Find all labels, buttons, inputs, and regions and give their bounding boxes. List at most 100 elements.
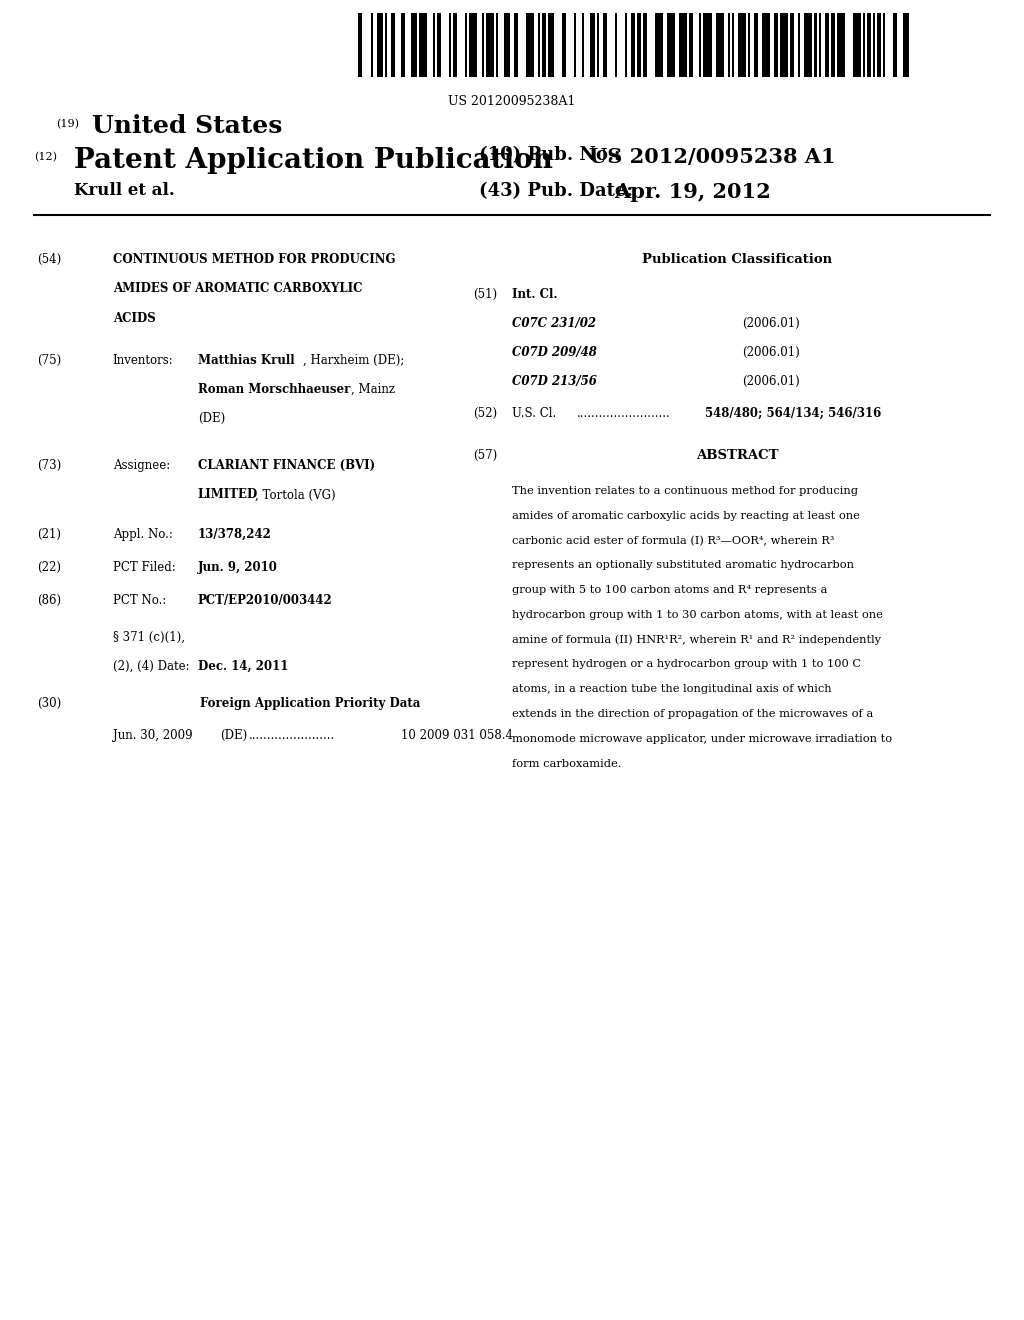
Text: ACIDS: ACIDS bbox=[113, 312, 156, 325]
Text: (2006.01): (2006.01) bbox=[742, 346, 800, 359]
Bar bbox=[668, 13, 675, 77]
Bar bbox=[481, 13, 483, 77]
Text: Roman Morschhaeuser: Roman Morschhaeuser bbox=[198, 383, 350, 396]
Bar bbox=[903, 13, 909, 77]
Bar bbox=[583, 13, 585, 77]
Bar bbox=[679, 13, 687, 77]
Bar bbox=[893, 13, 897, 77]
Bar bbox=[548, 13, 554, 77]
Text: PCT Filed:: PCT Filed: bbox=[113, 561, 175, 574]
Bar bbox=[748, 13, 750, 77]
Text: group with 5 to 100 carbon atoms and R⁴ represents a: group with 5 to 100 carbon atoms and R⁴ … bbox=[512, 585, 827, 595]
Bar bbox=[883, 13, 885, 77]
Text: United States: United States bbox=[92, 114, 283, 137]
Bar bbox=[400, 13, 404, 77]
Text: (10) Pub. No.:: (10) Pub. No.: bbox=[479, 147, 621, 165]
Text: (54): (54) bbox=[37, 253, 61, 267]
Text: (57): (57) bbox=[473, 449, 498, 462]
Text: represents an optionally substituted aromatic hydrocarbon: represents an optionally substituted aro… bbox=[512, 560, 854, 570]
Text: (2006.01): (2006.01) bbox=[742, 317, 800, 330]
Text: ABSTRACT: ABSTRACT bbox=[696, 449, 778, 462]
Bar bbox=[873, 13, 876, 77]
Bar bbox=[867, 13, 871, 77]
Text: § 371 (c)(1),: § 371 (c)(1), bbox=[113, 631, 184, 644]
Text: carbonic acid ester of formula (I) R³—OOR⁴, wherein R³: carbonic acid ester of formula (I) R³—OO… bbox=[512, 536, 835, 545]
Text: PCT/EP2010/003442: PCT/EP2010/003442 bbox=[198, 594, 333, 607]
Text: (52): (52) bbox=[473, 407, 498, 420]
Text: Int. Cl.: Int. Cl. bbox=[512, 288, 557, 301]
Text: U.S. Cl.: U.S. Cl. bbox=[512, 407, 556, 420]
Bar bbox=[799, 13, 801, 77]
Text: US 20120095238A1: US 20120095238A1 bbox=[449, 95, 575, 108]
Text: The invention relates to a continuous method for producing: The invention relates to a continuous me… bbox=[512, 486, 858, 496]
Text: US 2012/0095238 A1: US 2012/0095238 A1 bbox=[589, 147, 836, 166]
Text: (86): (86) bbox=[37, 594, 61, 607]
Bar bbox=[805, 13, 812, 77]
Text: (2), (4) Date:: (2), (4) Date: bbox=[113, 660, 189, 673]
Bar bbox=[631, 13, 635, 77]
Text: (12): (12) bbox=[34, 152, 56, 162]
Text: (73): (73) bbox=[37, 459, 61, 473]
Text: (19): (19) bbox=[56, 119, 79, 129]
Text: 13/378,242: 13/378,242 bbox=[198, 528, 271, 541]
Text: Inventors:: Inventors: bbox=[113, 354, 173, 367]
Bar bbox=[837, 13, 845, 77]
Text: (75): (75) bbox=[37, 354, 61, 367]
Bar bbox=[780, 13, 788, 77]
Text: Dec. 14, 2011: Dec. 14, 2011 bbox=[198, 660, 288, 673]
Text: CONTINUOUS METHOD FOR PRODUCING: CONTINUOUS METHOD FOR PRODUCING bbox=[113, 253, 395, 267]
Text: (DE): (DE) bbox=[198, 412, 225, 425]
Text: (21): (21) bbox=[37, 528, 60, 541]
Bar bbox=[602, 13, 606, 77]
Bar bbox=[853, 13, 861, 77]
Bar bbox=[830, 13, 835, 77]
Bar bbox=[625, 13, 627, 77]
Text: Assignee:: Assignee: bbox=[113, 459, 170, 473]
Text: (51): (51) bbox=[473, 288, 498, 301]
Text: Patent Application Publication: Patent Application Publication bbox=[74, 147, 553, 173]
Text: 548/480; 564/134; 546/316: 548/480; 564/134; 546/316 bbox=[705, 407, 881, 420]
Bar bbox=[732, 13, 734, 77]
Text: monomode microwave applicator, under microwave irradiation to: monomode microwave applicator, under mic… bbox=[512, 734, 892, 744]
Text: Matthias Krull: Matthias Krull bbox=[198, 354, 294, 367]
Bar bbox=[591, 13, 595, 77]
Bar bbox=[716, 13, 724, 77]
Bar bbox=[496, 13, 498, 77]
Bar bbox=[454, 13, 458, 77]
Bar bbox=[574, 13, 577, 77]
Bar bbox=[863, 13, 865, 77]
Bar bbox=[371, 13, 373, 77]
Text: Jun. 30, 2009: Jun. 30, 2009 bbox=[113, 729, 193, 742]
Bar bbox=[814, 13, 816, 77]
Text: form carboxamide.: form carboxamide. bbox=[512, 759, 622, 768]
Text: represent hydrogen or a hydrocarbon group with 1 to 100 C: represent hydrogen or a hydrocarbon grou… bbox=[512, 660, 861, 669]
Bar bbox=[689, 13, 693, 77]
Bar bbox=[728, 13, 730, 77]
Bar bbox=[465, 13, 467, 77]
Text: , Tortola (VG): , Tortola (VG) bbox=[255, 488, 336, 502]
Bar bbox=[450, 13, 452, 77]
Text: Foreign Application Priority Data: Foreign Application Priority Data bbox=[200, 697, 420, 710]
Text: extends in the direction of propagation of the microwaves of a: extends in the direction of propagation … bbox=[512, 709, 873, 719]
Text: , Mainz: , Mainz bbox=[351, 383, 395, 396]
Bar bbox=[504, 13, 510, 77]
Text: (22): (22) bbox=[37, 561, 60, 574]
Text: AMIDES OF AROMATIC CARBOXYLIC: AMIDES OF AROMATIC CARBOXYLIC bbox=[113, 282, 362, 296]
Bar bbox=[824, 13, 828, 77]
Text: Krull et al.: Krull et al. bbox=[74, 182, 174, 199]
Text: , Harxheim (DE);: , Harxheim (DE); bbox=[303, 354, 404, 367]
Bar bbox=[637, 13, 641, 77]
Bar bbox=[791, 13, 795, 77]
Bar bbox=[358, 13, 362, 77]
Bar bbox=[411, 13, 417, 77]
Bar bbox=[419, 13, 427, 77]
Bar bbox=[469, 13, 477, 77]
Text: CLARIANT FINANCE (BVI): CLARIANT FINANCE (BVI) bbox=[198, 459, 375, 473]
Text: Publication Classification: Publication Classification bbox=[642, 253, 833, 267]
Bar bbox=[562, 13, 566, 77]
Bar bbox=[703, 13, 712, 77]
Bar bbox=[614, 13, 616, 77]
Text: Jun. 9, 2010: Jun. 9, 2010 bbox=[198, 561, 278, 574]
Text: (DE): (DE) bbox=[220, 729, 248, 742]
Bar bbox=[433, 13, 435, 77]
